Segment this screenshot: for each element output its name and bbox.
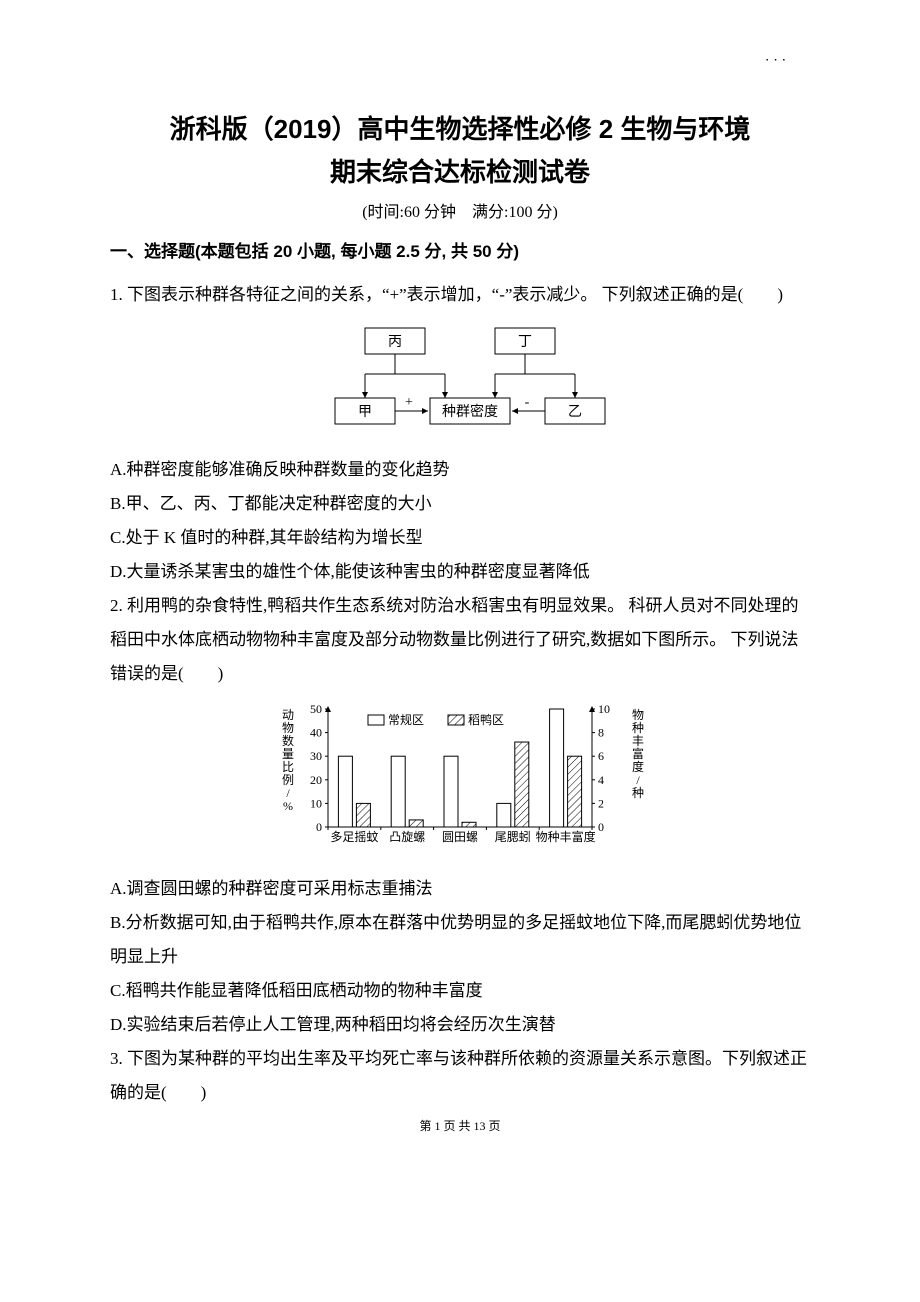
svg-text:量: 量 — [282, 747, 294, 761]
svg-text:/: / — [286, 786, 290, 800]
svg-text:动: 动 — [282, 708, 294, 722]
svg-text:种: 种 — [632, 721, 644, 735]
svg-text:物种丰富度: 物种丰富度 — [536, 829, 596, 844]
svg-text:50: 50 — [310, 702, 322, 716]
svg-text:甲: 甲 — [358, 405, 372, 420]
svg-text:8: 8 — [598, 726, 604, 740]
title-line1: 浙科版（2019）高中生物选择性必修 2 生物与环境 — [110, 110, 810, 149]
svg-text:0: 0 — [316, 820, 322, 834]
svg-text:%: % — [283, 799, 293, 813]
q1-opt-c: C.处于 K 值时的种群,其年龄结构为增长型 — [110, 521, 810, 555]
section-1-header: 一、选择题(本题包括 20 小题, 每小题 2.5 分, 共 50 分) — [110, 236, 810, 268]
page-footer: 第 1 页 共 13 页 — [0, 1117, 920, 1134]
svg-text:凸旋螺: 凸旋螺 — [389, 830, 425, 844]
svg-text:丁: 丁 — [518, 335, 532, 350]
svg-text:度: 度 — [632, 759, 644, 774]
svg-text:富: 富 — [632, 746, 644, 761]
q1-stem: 1. 下图表示种群各特征之间的关系，“+”表示增加，“-”表示减少。 下列叙述正… — [110, 278, 810, 312]
svg-text:30: 30 — [310, 749, 322, 763]
svg-text:10: 10 — [310, 797, 322, 811]
q1-diagram-svg: 丙 丁甲 种群密度 乙 + - — [295, 318, 625, 438]
q3-stem: 3. 下图为某种群的平均出生率及平均死亡率与该种群所依赖的资源量关系示意图。下列… — [110, 1042, 810, 1110]
page: ⠂⠂⠂ 浙科版（2019）高中生物选择性必修 2 生物与环境 期末综合达标检测试… — [0, 0, 920, 1170]
svg-text:例: 例 — [282, 773, 294, 787]
svg-text:稻鸭区: 稻鸭区 — [468, 713, 504, 727]
q1-opt-d: D.大量诱杀某害虫的雄性个体,能使该种害虫的种群密度显著降低 — [110, 555, 810, 589]
q2-opt-a: A.调查圆田螺的种群密度可采用标志重捕法 — [110, 872, 810, 906]
svg-text:物: 物 — [282, 721, 294, 735]
top-dots: ⠂⠂⠂ — [765, 56, 790, 67]
svg-text:多足摇蚊: 多足摇蚊 — [330, 829, 378, 844]
svg-text:丙: 丙 — [388, 335, 402, 350]
svg-text:数: 数 — [282, 733, 294, 748]
svg-text:+: + — [405, 395, 413, 410]
q1-diagram: 丙 丁甲 种群密度 乙 + - — [110, 318, 810, 443]
svg-text:20: 20 — [310, 773, 322, 787]
svg-text:0: 0 — [598, 820, 604, 834]
q2-chart-svg: 01020304050动物数量比例/%0246810物种丰富度/种多足摇蚊凸旋螺… — [270, 697, 650, 857]
svg-text:4: 4 — [598, 773, 604, 787]
q2-chart: 01020304050动物数量比例/%0246810物种丰富度/种多足摇蚊凸旋螺… — [110, 697, 810, 862]
svg-text:-: - — [525, 395, 530, 410]
svg-text:2: 2 — [598, 797, 604, 811]
subtitle: (时间:60 分钟 满分:100 分) — [110, 198, 810, 222]
svg-text:40: 40 — [310, 726, 322, 740]
title-line2: 期末综合达标检测试卷 — [110, 153, 810, 192]
q2-opt-d: D.实验结束后若停止人工管理,两种稻田均将会经历次生演替 — [110, 1008, 810, 1042]
svg-text:圆田螺: 圆田螺 — [442, 830, 478, 844]
svg-text:/: / — [636, 773, 640, 787]
q1-opt-b: B.甲、乙、丙、丁都能决定种群密度的大小 — [110, 487, 810, 521]
svg-text:10: 10 — [598, 702, 610, 716]
svg-text:乙: 乙 — [568, 404, 582, 420]
svg-text:丰: 丰 — [632, 734, 644, 748]
svg-text:尾腮蚓: 尾腮蚓 — [495, 829, 531, 844]
q2-opt-b: B.分析数据可知,由于稻鸭共作,原本在群落中优势明显的多足摇蚊地位下降,而尾腮蚓… — [110, 906, 810, 974]
q2-stem: 2. 利用鸭的杂食特性,鸭稻共作生态系统对防治水稻害虫有明显效果。 科研人员对不… — [110, 589, 810, 691]
svg-text:物: 物 — [632, 708, 644, 722]
svg-text:比: 比 — [282, 760, 294, 774]
svg-text:6: 6 — [598, 749, 604, 763]
svg-text:种: 种 — [632, 786, 644, 800]
q2-opt-c: C.稻鸭共作能显著降低稻田底栖动物的物种丰富度 — [110, 974, 810, 1008]
svg-text:常规区: 常规区 — [388, 712, 424, 727]
q1-opt-a: A.种群密度能够准确反映种群数量的变化趋势 — [110, 453, 810, 487]
svg-text:种群密度: 种群密度 — [442, 403, 498, 420]
